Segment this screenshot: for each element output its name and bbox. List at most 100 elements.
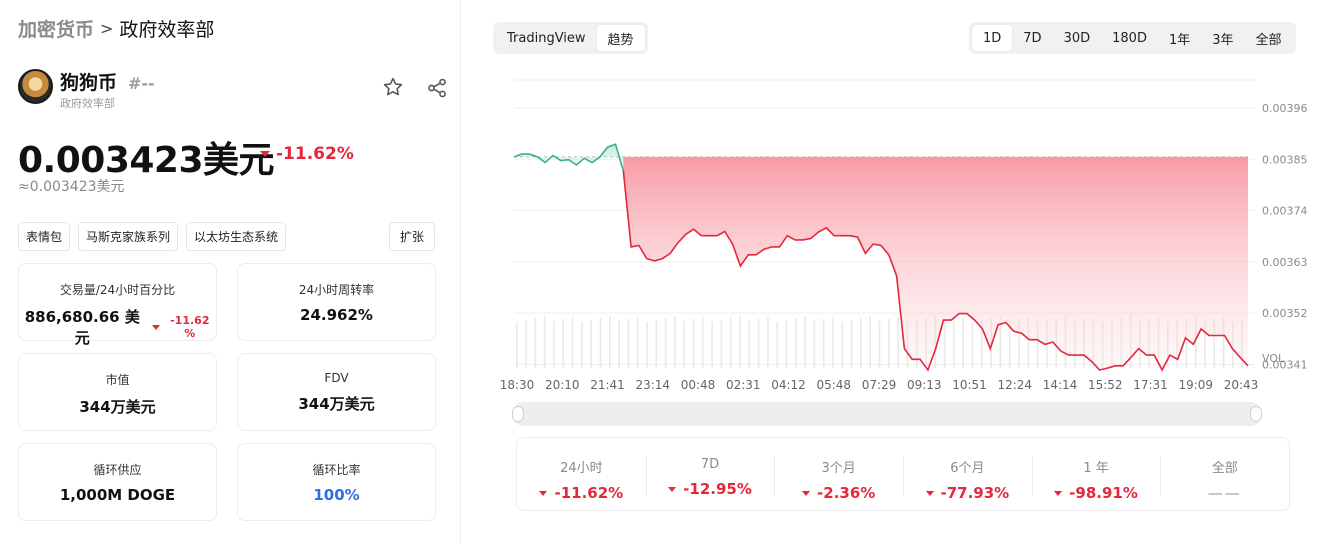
price-change-value: -11.62% — [276, 144, 354, 164]
range-3y[interactable]: 3年 — [1212, 32, 1234, 48]
volume-bar — [692, 319, 695, 368]
perf-label: 6个月 — [950, 461, 985, 476]
perf-value-row: -77.93% — [903, 484, 1032, 502]
range-1d[interactable]: 1D — [972, 25, 1013, 51]
volume-bar — [646, 322, 648, 368]
stat-value: 24.962% — [300, 306, 373, 324]
price-chart[interactable]: 0.00396 0.00385 0.00374 0.00363 0.00352 0.003… — [498, 72, 1318, 402]
down-arrow-icon — [1054, 490, 1063, 496]
volume-bar — [953, 319, 955, 368]
volume-bar — [571, 317, 574, 368]
stat-card-turnover: 24小时周转率 24.962% — [237, 263, 436, 341]
volume-bar — [757, 319, 760, 368]
volume-bar — [804, 316, 806, 368]
volume-bar — [1008, 321, 1011, 368]
volume-bar — [813, 321, 816, 368]
volume-bar — [664, 318, 667, 368]
x-tick-label: 09:13 — [907, 378, 942, 392]
tag-meme[interactable]: 表情包 — [18, 222, 71, 251]
perf-label: 全部 — [1211, 461, 1238, 476]
time-range-selector: 1D 7D 30D 180D 1年 3年 全部 — [969, 22, 1296, 54]
volume-bar — [1204, 321, 1206, 368]
x-tick-label: 05:48 — [816, 378, 851, 392]
x-tick-label: 19:09 — [1178, 378, 1213, 392]
expand-tags-button[interactable]: 扩张 — [389, 222, 436, 251]
perf-3m: 3个月 -2.36% — [774, 438, 903, 510]
coin-info-panel: 加密货币 > 政府效率部 狗狗币 #-- 政府效率部 0.003423美元 -1… — [0, 0, 461, 543]
volume-bar — [627, 319, 630, 368]
volume-bar — [590, 320, 592, 368]
coin-avatar — [18, 69, 53, 104]
volume-bar — [525, 320, 527, 368]
volume-bar — [534, 318, 537, 368]
stat-label: 市值 — [105, 373, 130, 387]
y-tick-label: 0.00374 — [1262, 205, 1308, 218]
perf-24h: 24小时 -11.62% — [517, 438, 646, 510]
y-tick-label: 0.00396 — [1262, 102, 1308, 115]
stat-card-market-cap: 市值 344万美元 — [18, 353, 217, 431]
perf-6m: 6个月 -77.93% — [903, 438, 1032, 510]
perf-value: -77.93% — [940, 484, 1010, 502]
tag-musk-family[interactable]: 马斯克家族系列 — [78, 222, 179, 251]
volume-bar — [1194, 316, 1197, 368]
price-change: -11.62% — [260, 144, 354, 164]
perf-value: -12.95% — [683, 480, 752, 498]
x-tick-label: 14:14 — [1043, 378, 1078, 392]
perf-value-row: -2.36% — [774, 484, 903, 502]
range-30d[interactable]: 30D — [1063, 30, 1091, 46]
perf-label: 1 年 — [1083, 461, 1109, 476]
volume-bar — [878, 321, 881, 368]
perf-value-row: -12.95% — [646, 480, 775, 498]
scroller-right-handle[interactable] — [1250, 406, 1262, 422]
volume-bar — [581, 322, 583, 368]
tab-trend[interactable]: 趋势 — [596, 25, 645, 51]
coin-name: 狗狗币 — [60, 72, 118, 94]
stat-label: FDV — [324, 371, 349, 385]
range-180d[interactable]: 180D — [1112, 30, 1147, 46]
volume-bar — [767, 317, 769, 368]
x-tick-label: 12:24 — [997, 378, 1032, 392]
volume-bar — [832, 317, 834, 368]
tag-ethereum-ecosystem[interactable]: 以太坊生态系统 — [186, 222, 287, 251]
coin-rank: #-- — [128, 74, 155, 93]
volume-bar — [729, 318, 732, 368]
volume-bar — [1222, 317, 1225, 368]
volume-bar — [888, 319, 890, 368]
range-all[interactable]: 全部 — [1255, 32, 1282, 48]
scroller-left-handle[interactable] — [512, 406, 524, 422]
volume-bar — [981, 320, 983, 368]
perf-value: -98.91% — [1069, 484, 1138, 502]
stat-value: 344万美元 — [79, 398, 156, 416]
x-tick-label: 23:14 — [635, 378, 670, 392]
y-tick-label: 0.00385 — [1262, 153, 1308, 166]
volume-bar — [776, 322, 778, 368]
range-1y[interactable]: 1年 — [1168, 32, 1191, 48]
tab-tradingview[interactable]: TradingView — [507, 30, 586, 46]
volume-bar — [962, 317, 964, 368]
favorite-star-icon[interactable] — [382, 76, 404, 98]
price-line-up — [513, 143, 625, 171]
volume-bar — [971, 322, 974, 368]
perf-value-row: -11.62% — [517, 484, 646, 502]
share-icon[interactable] — [426, 77, 448, 99]
volume-bar — [869, 316, 871, 368]
volume-bar — [553, 321, 555, 368]
stat-value: 1,000M DOGE — [59, 486, 176, 504]
volume-bar — [720, 320, 723, 368]
range-7d[interactable]: 7D — [1023, 30, 1042, 46]
volume-bar — [609, 316, 611, 368]
perf-value-row: -98.91% — [1032, 484, 1161, 502]
volume-bar — [674, 316, 676, 368]
stat-change: -11.62 % — [151, 314, 216, 340]
down-arrow-icon — [925, 490, 934, 496]
price-line-down — [622, 170, 1249, 372]
volume-bar — [655, 320, 658, 368]
down-area-fill — [623, 156, 1248, 370]
perf-7d: 7D -12.95% — [645, 438, 775, 510]
breadcrumb-parent-link[interactable]: 加密货币 — [18, 19, 95, 41]
x-tick-label: 10:51 — [952, 378, 987, 392]
chart-range-scroller[interactable] — [512, 402, 1262, 426]
volume-bar — [1185, 318, 1188, 368]
down-arrow-icon — [802, 490, 811, 496]
